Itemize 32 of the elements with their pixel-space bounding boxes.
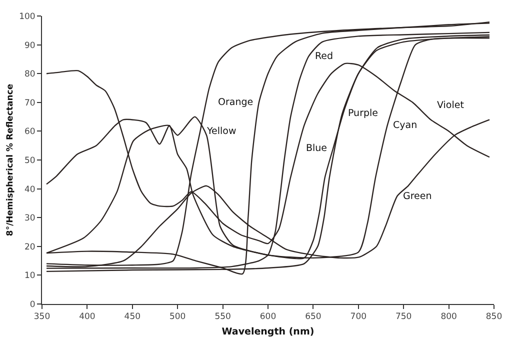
x-tick-label: 400 — [79, 312, 96, 322]
annotation: Yellow — [206, 126, 236, 137]
y-tick-label: 100 — [19, 12, 36, 22]
x-axis-title: Wavelength (nm) — [222, 326, 314, 338]
annotation: Cyan — [393, 120, 418, 131]
y-tick-label: 30 — [24, 214, 36, 224]
annotation: Orange — [218, 97, 254, 108]
x-tick-label: 750 — [395, 312, 412, 322]
annotation: Violet — [437, 100, 464, 111]
y-tick-label: 50 — [24, 156, 36, 166]
x-tick-label: 650 — [305, 312, 322, 322]
y-tick-label: 0 — [30, 300, 36, 310]
annotation: Purple — [348, 108, 378, 119]
x-tick-label: 500 — [169, 312, 186, 322]
annotation: Green — [403, 191, 432, 202]
y-tick-label: 10 — [24, 271, 36, 282]
y-tick-label: 80 — [24, 70, 36, 80]
y-tick-label: 60 — [24, 127, 36, 138]
y-tick-label: 20 — [24, 242, 36, 252]
x-tick-label: 700 — [350, 312, 367, 322]
annotation: Blue — [306, 143, 328, 154]
x-tick-label: 450 — [124, 312, 141, 322]
y-tick-label: 90 — [24, 40, 36, 51]
y-tick-label: 40 — [24, 184, 36, 195]
y-axis-title: 8°/Hemispherical % Reflectance — [6, 84, 16, 236]
x-tick-label: 550 — [214, 312, 231, 322]
x-tick-label: 850 — [486, 312, 502, 322]
x-tick-label: 800 — [440, 312, 457, 322]
y-tick-label: 70 — [24, 98, 36, 108]
annotation: Red — [315, 51, 334, 62]
x-tick-label: 350 — [34, 312, 50, 322]
x-tick-label: 600 — [260, 312, 276, 322]
